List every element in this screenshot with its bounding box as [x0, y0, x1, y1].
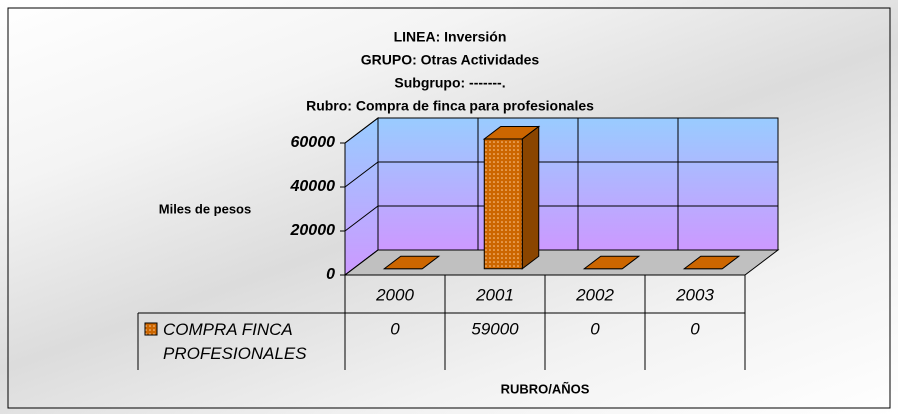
x-tick-label: 2003 — [675, 285, 714, 304]
chart-border — [7, 7, 891, 409]
grid-line — [344, 117, 778, 144]
grid-line — [344, 161, 778, 188]
chart-title: Subgrupo: -------. — [394, 75, 505, 91]
bar-top — [582, 255, 641, 270]
x-tick-label: 2002 — [575, 285, 614, 304]
table-value: 0 — [590, 319, 600, 338]
y-tick-label: 40000 — [290, 178, 336, 195]
y-axis-label: Miles de pesos — [159, 201, 251, 216]
chart-title: LINEA: Inversión — [394, 29, 507, 45]
bar-side — [521, 125, 540, 270]
table-value: 59000 — [471, 319, 519, 338]
x-tick-label: 2001 — [475, 285, 514, 304]
bar-top — [482, 125, 541, 140]
bar-front — [483, 138, 523, 270]
chart-title: Rubro: Compra de finca para profesionale… — [306, 98, 594, 114]
x-tick-label: 2000 — [375, 285, 414, 304]
grid-line — [344, 205, 778, 232]
table-value: 0 — [390, 319, 400, 338]
chart-title: GRUPO: Otras Actividades — [361, 52, 540, 68]
bar — [382, 255, 441, 270]
table-value: 0 — [690, 319, 700, 338]
grid-line — [344, 249, 778, 276]
y-tick-label: 0 — [326, 266, 335, 283]
bar — [682, 255, 741, 270]
side-wall — [344, 116, 379, 277]
y-tick-label: 60000 — [291, 134, 336, 151]
bar-top — [682, 255, 741, 270]
y-tick-label: 20000 — [290, 222, 336, 239]
legend-swatch — [144, 322, 158, 336]
bar — [482, 125, 541, 270]
bar — [582, 255, 641, 270]
x-axis-label: RUBRO/AÑOS — [501, 381, 590, 396]
legend-label: COMPRA FINCA PROFESIONALES — [163, 320, 307, 363]
bar-top — [382, 255, 441, 270]
